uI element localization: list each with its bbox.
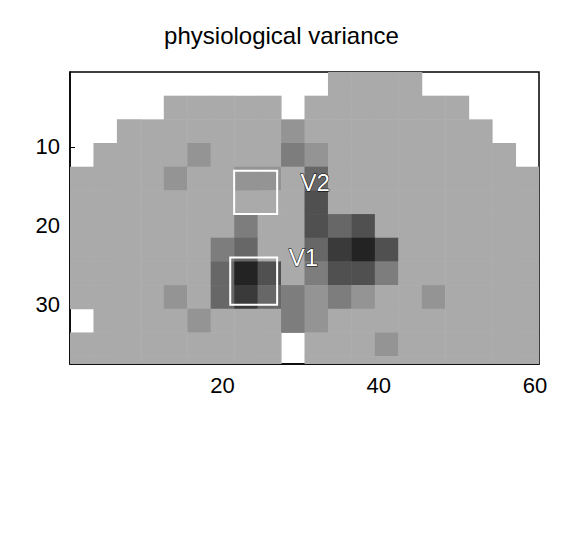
svg-text:40: 40: [367, 373, 391, 398]
svg-text:physiological variance: physiological variance: [164, 22, 399, 49]
svg-text:20: 20: [36, 213, 60, 238]
svg-text:30: 30: [36, 292, 60, 317]
svg-text:10: 10: [36, 134, 60, 159]
svg-text:V1: V1: [289, 244, 318, 271]
svg-text:20: 20: [210, 373, 234, 398]
svg-text:60: 60: [523, 373, 547, 398]
svg-text:V2: V2: [301, 169, 330, 196]
